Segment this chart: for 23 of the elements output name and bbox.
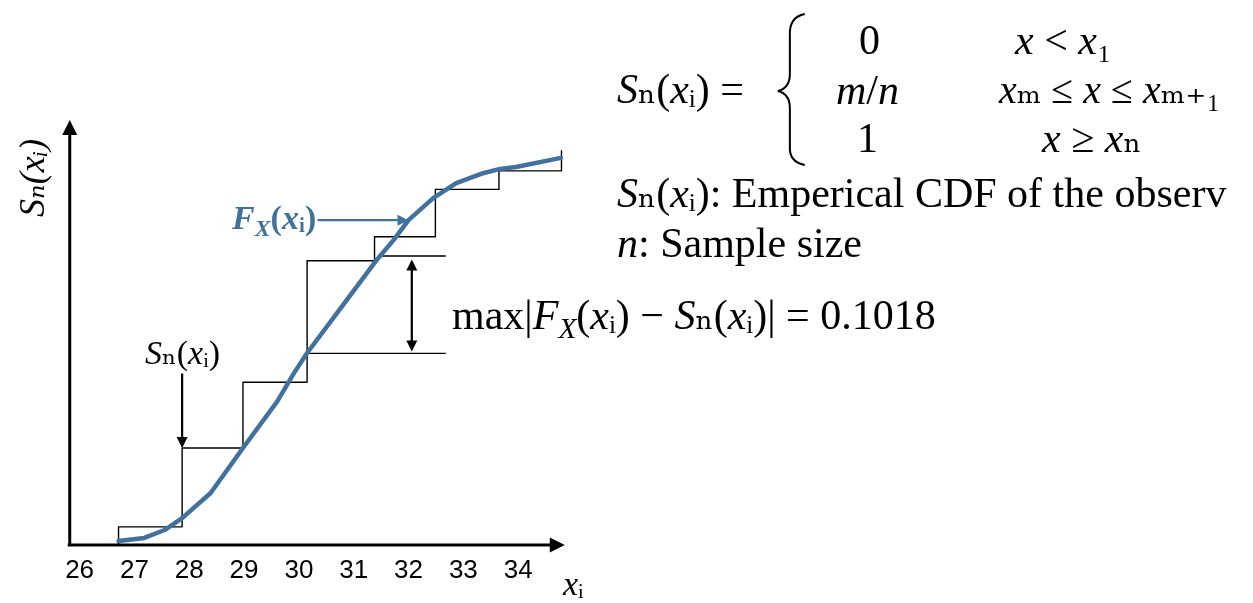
text: 0	[859, 17, 880, 63]
annotation: F$_{X}$(xᵢ)	[231, 199, 317, 242]
x-tick-label: 32	[394, 554, 423, 584]
text: x < x₁	[1014, 17, 1112, 63]
x-tick-label: 29	[229, 554, 259, 584]
x-tick-label: 28	[174, 554, 204, 584]
text: 1	[857, 115, 878, 161]
x-tick-label: 31	[339, 554, 369, 584]
text: Sₙ(xᵢ): Emperical CDF of the observ	[617, 170, 1227, 217]
text: max|F$_{X}$(xᵢ) − Sₙ(xᵢ)| = 0.1018	[452, 292, 936, 344]
annotation: Sₙ(xᵢ)	[145, 334, 221, 372]
text: x ≥ xₙ	[1041, 115, 1142, 161]
x-tick-label: 33	[448, 554, 478, 584]
text: Sₙ(xᵢ) =	[617, 66, 744, 113]
text: m/n	[836, 67, 900, 113]
x-axis-title: xᵢ	[562, 565, 585, 602]
x-tick-label: 34	[503, 554, 533, 584]
x-tick-label: 26	[65, 554, 95, 584]
text: n: Sample size	[617, 220, 862, 266]
x-tick-label: 27	[119, 554, 149, 584]
y-axis-title: Sₙ(xᵢ)	[11, 138, 52, 217]
text: xₘ ≤ x ≤ xₘ₊₁	[998, 67, 1221, 112]
x-tick-label: 30	[284, 554, 314, 584]
